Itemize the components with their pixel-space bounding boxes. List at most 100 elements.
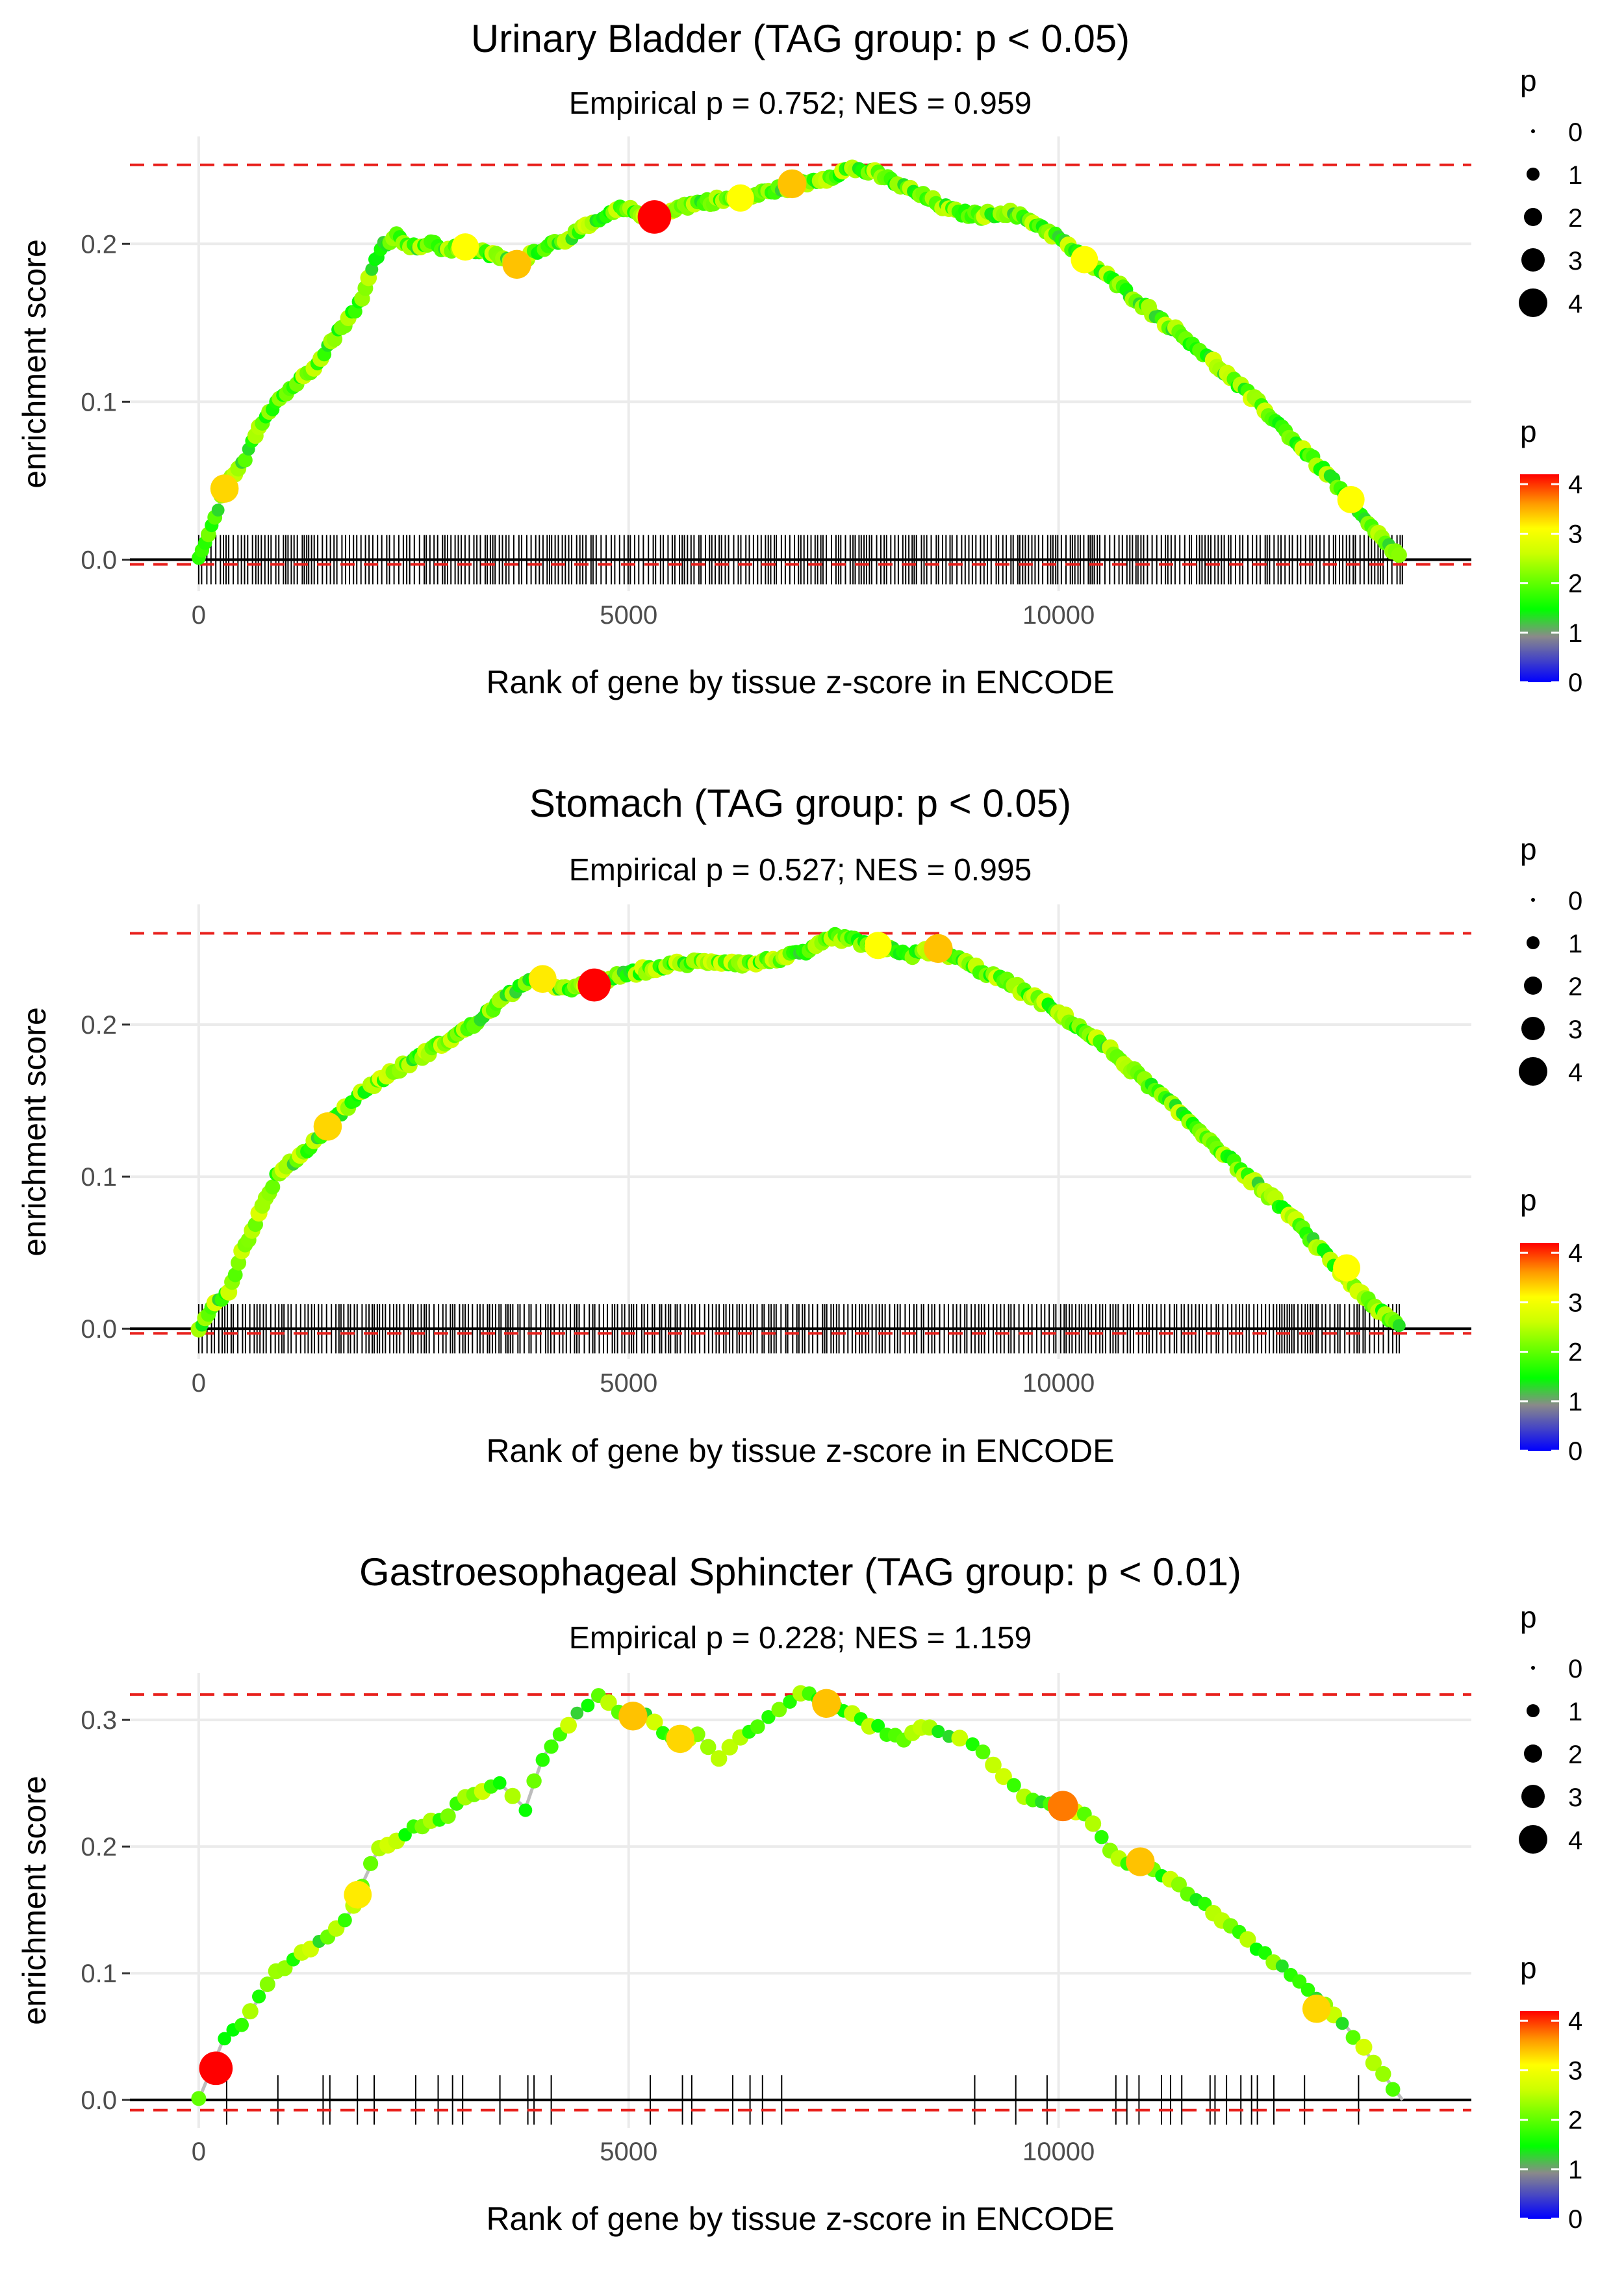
enrichment-point bbox=[218, 2032, 231, 2046]
y-tick-label: 0.1 bbox=[81, 1960, 117, 1988]
enrichment-point bbox=[242, 2003, 259, 2020]
size-legend: p 0 1 2 3 4 bbox=[1519, 64, 1582, 318]
size-legend-title: p bbox=[1520, 64, 1537, 97]
highlight-point bbox=[528, 965, 557, 993]
highlight-point bbox=[1126, 1847, 1155, 1876]
highlight-point bbox=[812, 1689, 841, 1718]
highlight-point bbox=[210, 474, 239, 503]
enrichment-path bbox=[197, 934, 1404, 1331]
size-legend-dot bbox=[1524, 1744, 1542, 1763]
y-tick-label: 0.0 bbox=[81, 1315, 117, 1344]
color-scale-label: 2 bbox=[1568, 2106, 1582, 2135]
color-scale-label: 3 bbox=[1568, 1288, 1582, 1317]
enrichment-point bbox=[1085, 1815, 1102, 1832]
x-tick-label: 5000 bbox=[600, 1369, 657, 1398]
color-scale-label: 4 bbox=[1568, 470, 1582, 499]
enrichment-point bbox=[570, 1706, 584, 1720]
y-axis-label: enrichment score bbox=[16, 1007, 53, 1257]
enrichment-point bbox=[932, 1724, 945, 1739]
enrichment-point bbox=[1095, 1830, 1109, 1845]
y-tick-label: 0.2 bbox=[81, 1011, 117, 1040]
highlight-point bbox=[1302, 1994, 1331, 2023]
size-legend-dot bbox=[1521, 248, 1545, 272]
color-scale-label: 4 bbox=[1568, 1239, 1582, 1268]
enrichment-points bbox=[191, 1685, 1401, 2106]
y-tick-label: 0.1 bbox=[81, 1163, 117, 1192]
plot-area: 0 5000 10000 0.0 0.1 0.2 0.3 bbox=[81, 1673, 1471, 2166]
highlight-point bbox=[344, 1880, 372, 1909]
size-legend-label: 1 bbox=[1568, 930, 1582, 958]
size-legend-label: 4 bbox=[1568, 1058, 1582, 1087]
plot-area: 0 5000 10000 0.0 0.1 0.2 bbox=[81, 136, 1471, 630]
y-tick-label: 0.0 bbox=[81, 2086, 117, 2115]
enrichment-point bbox=[1365, 2054, 1382, 2071]
size-legend-dot bbox=[1527, 936, 1540, 949]
color-legend-title: p bbox=[1520, 1183, 1537, 1217]
enrichment-point bbox=[398, 1828, 412, 1842]
enrichment-point bbox=[871, 1718, 885, 1733]
enrichment-point bbox=[1300, 1982, 1315, 1997]
size-legend-dot bbox=[1524, 977, 1542, 995]
enrichment-point bbox=[440, 1808, 456, 1824]
highlight-point bbox=[618, 1702, 648, 1731]
x-tick-label: 5000 bbox=[600, 2138, 657, 2166]
panel-3: Gastroesophageal Sphincter (TAG group: p… bbox=[16, 1550, 1582, 2237]
size-legend-dot bbox=[1527, 168, 1540, 181]
enrichment-point bbox=[235, 2017, 249, 2032]
color-scale-bar bbox=[1520, 474, 1559, 682]
size-legend-dot bbox=[1531, 1666, 1535, 1670]
enrichment-point bbox=[1275, 1959, 1289, 1973]
size-legend: p 0 1 2 3 4 bbox=[1519, 1600, 1582, 1855]
x-tick-label: 5000 bbox=[600, 601, 657, 630]
y-tick-label: 0.2 bbox=[81, 230, 117, 259]
enrichment-point bbox=[544, 1739, 559, 1754]
size-legend-dot bbox=[1521, 1017, 1545, 1040]
x-axis-label: Rank of gene by tissue z-score in ENCODE bbox=[486, 1433, 1114, 1469]
enrichment-point bbox=[646, 1713, 663, 1731]
enrichment-point bbox=[1239, 1931, 1256, 1948]
size-legend-dot bbox=[1531, 129, 1535, 133]
color-legend: p 4 3 2 1 0 bbox=[1520, 1183, 1582, 1466]
color-scale-label: 0 bbox=[1568, 1437, 1582, 1466]
highlight-point bbox=[666, 1724, 694, 1754]
highlight-point bbox=[1337, 486, 1365, 514]
y-tick-label: 0.0 bbox=[81, 546, 117, 574]
color-scale-label: 1 bbox=[1568, 2156, 1582, 2184]
x-axis-label: Rank of gene by tissue z-score in ENCODE bbox=[486, 2201, 1114, 2237]
panel-subtitle: Empirical p = 0.752; NES = 0.959 bbox=[569, 86, 1032, 121]
panel-title: Urinary Bladder (TAG group: p < 0.05) bbox=[471, 17, 1130, 60]
size-legend-label: 1 bbox=[1568, 1698, 1582, 1726]
color-scale-label: 3 bbox=[1568, 520, 1582, 548]
enrichment-point bbox=[700, 1739, 717, 1756]
size-legend-label: 4 bbox=[1568, 290, 1582, 318]
x-tick-label: 10000 bbox=[1022, 2138, 1095, 2166]
panel-title: Gastroesophageal Sphincter (TAG group: p… bbox=[359, 1550, 1241, 1594]
enrichment-point bbox=[985, 1756, 1002, 1774]
highlight-point bbox=[1047, 1791, 1078, 1822]
enrichment-point bbox=[492, 1776, 507, 1790]
highlight-point bbox=[1333, 1254, 1361, 1282]
enrichment-point bbox=[191, 2091, 207, 2106]
size-legend-dot bbox=[1521, 1785, 1545, 1808]
enrichment-point bbox=[750, 1719, 765, 1734]
enrichment-point bbox=[338, 1913, 352, 1928]
enrichment-point bbox=[600, 1694, 617, 1711]
enrichment-point bbox=[1006, 1778, 1021, 1793]
enrichment-point bbox=[211, 504, 225, 517]
color-scale-bar bbox=[1520, 2011, 1559, 2219]
panel-subtitle: Empirical p = 0.527; NES = 0.995 bbox=[569, 853, 1032, 888]
x-tick-label: 0 bbox=[192, 2138, 206, 2166]
x-tick-label: 0 bbox=[192, 1369, 206, 1398]
size-legend-label: 3 bbox=[1568, 1783, 1582, 1812]
enrichment-point bbox=[721, 1739, 739, 1756]
highlight-point bbox=[637, 200, 672, 234]
y-axis-label: enrichment score bbox=[16, 239, 53, 489]
enrichment-point bbox=[535, 1752, 550, 1767]
enrichment-point bbox=[504, 1787, 521, 1804]
enrichment-point bbox=[771, 1702, 787, 1718]
size-legend-label: 2 bbox=[1568, 204, 1582, 233]
highlight-point bbox=[726, 184, 754, 212]
enrichment-point bbox=[711, 1750, 728, 1767]
size-legend-dot bbox=[1531, 898, 1535, 902]
